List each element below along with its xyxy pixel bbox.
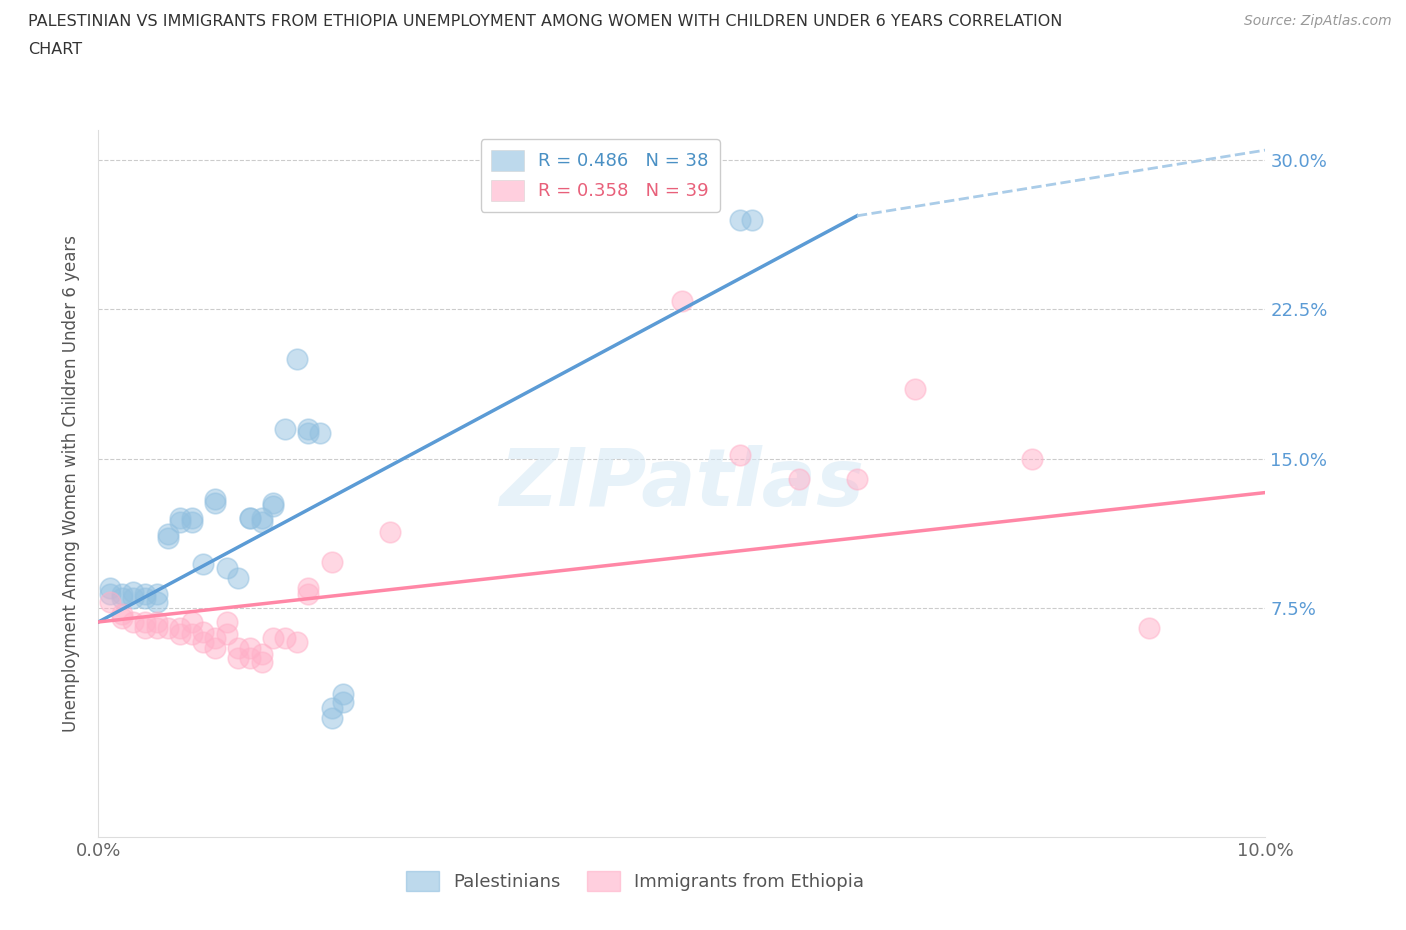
Point [157, 531, 180, 546]
Point [98, 587, 121, 602]
Point [122, 615, 145, 630]
Point [193, 634, 215, 649]
Point [180, 627, 202, 642]
Point [297, 425, 319, 440]
Point [134, 591, 156, 605]
Point [180, 511, 202, 525]
Point [169, 515, 191, 530]
Point [741, 212, 763, 227]
Point [215, 615, 238, 630]
Point [321, 700, 343, 715]
Point [262, 631, 284, 645]
Point [180, 515, 202, 530]
Point [157, 620, 180, 635]
Point [845, 472, 868, 486]
Point [204, 641, 226, 656]
Legend: Palestinians, Immigrants from Ethiopia: Palestinians, Immigrants from Ethiopia [399, 863, 872, 898]
Point [904, 381, 927, 396]
Point [250, 655, 273, 670]
Point [285, 634, 308, 649]
Point [250, 515, 273, 530]
Point [215, 627, 238, 642]
Point [239, 641, 262, 656]
Point [122, 585, 145, 600]
Point [309, 425, 332, 440]
Point [321, 711, 343, 725]
Point [297, 421, 319, 436]
Point [239, 511, 262, 525]
Point [250, 646, 273, 661]
Point [239, 511, 262, 525]
Point [204, 631, 226, 645]
Point [111, 587, 134, 602]
Point [146, 587, 169, 602]
Point [146, 594, 169, 609]
Point [146, 615, 169, 630]
Point [228, 650, 250, 665]
Point [122, 591, 145, 605]
Point [204, 491, 226, 506]
Point [169, 511, 191, 525]
Point [274, 631, 297, 645]
Point [297, 580, 319, 595]
Point [228, 571, 250, 586]
Point [378, 525, 402, 539]
Y-axis label: Unemployment Among Women with Children Under 6 years: Unemployment Among Women with Children U… [62, 235, 80, 732]
Point [250, 511, 273, 525]
Point [297, 587, 319, 602]
Text: Source: ZipAtlas.com: Source: ZipAtlas.com [1244, 14, 1392, 28]
Point [111, 591, 134, 605]
Point [1137, 620, 1160, 635]
Text: CHART: CHART [28, 42, 82, 57]
Point [262, 499, 284, 514]
Point [728, 447, 751, 462]
Point [274, 421, 297, 436]
Point [180, 615, 202, 630]
Point [671, 294, 693, 309]
Point [239, 650, 262, 665]
Point [146, 620, 169, 635]
Text: ZIPatlas: ZIPatlas [499, 445, 865, 523]
Point [169, 627, 191, 642]
Point [134, 587, 156, 602]
Point [111, 606, 134, 621]
Point [787, 472, 810, 486]
Point [332, 686, 354, 701]
Point [157, 527, 180, 542]
Point [204, 495, 226, 510]
Point [285, 352, 308, 366]
Point [728, 212, 751, 227]
Point [262, 495, 284, 510]
Point [98, 594, 121, 609]
Point [169, 620, 191, 635]
Point [193, 624, 215, 639]
Point [134, 620, 156, 635]
Point [321, 555, 343, 570]
Point [98, 580, 121, 595]
Point [134, 615, 156, 630]
Point [228, 641, 250, 656]
Text: PALESTINIAN VS IMMIGRANTS FROM ETHIOPIA UNEMPLOYMENT AMONG WOMEN WITH CHILDREN U: PALESTINIAN VS IMMIGRANTS FROM ETHIOPIA … [28, 14, 1063, 29]
Point [193, 557, 215, 572]
Point [111, 611, 134, 626]
Point [332, 694, 354, 709]
Point [215, 561, 238, 576]
Point [1021, 451, 1043, 466]
